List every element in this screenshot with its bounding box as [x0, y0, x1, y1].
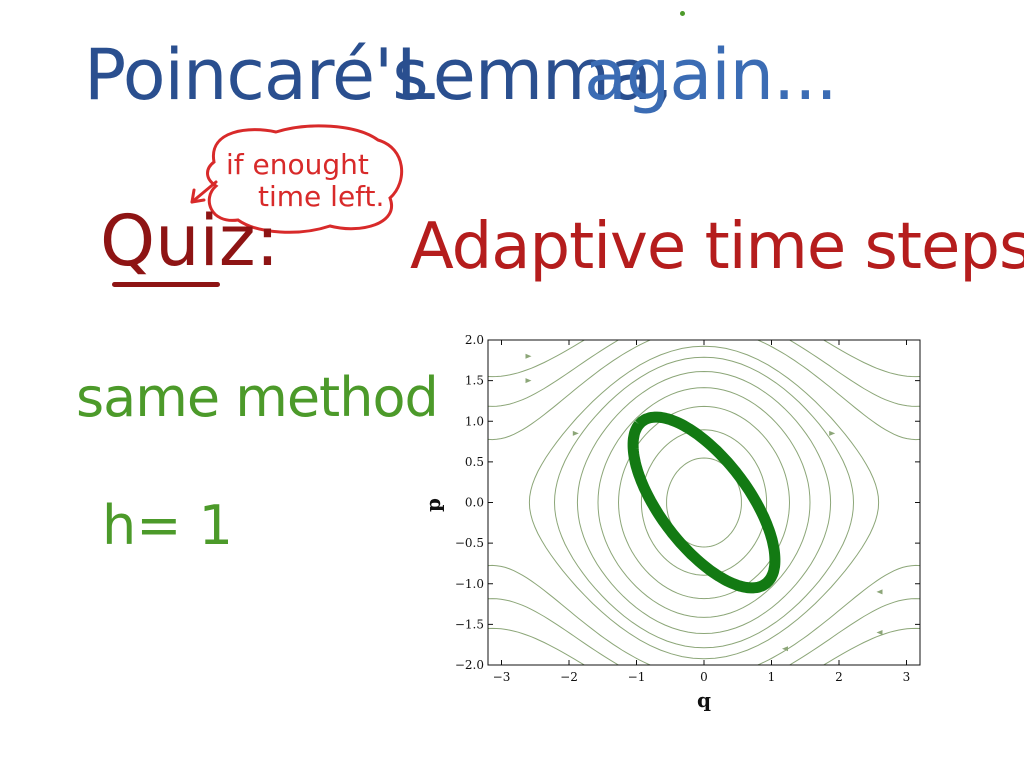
stream-arrow-1 — [525, 378, 532, 384]
stream-arrow-6 — [876, 589, 883, 595]
streamline-closed-6 — [528, 345, 880, 660]
orbit-path — [627, 411, 781, 594]
streamline-closed-5 — [553, 356, 854, 649]
y-tick-label: −2.0 — [455, 658, 484, 672]
streamline-open-2-bottom — [488, 627, 920, 665]
streamline-closed-1 — [640, 429, 768, 576]
streamline-closed-3 — [597, 387, 811, 618]
streamlines — [488, 340, 920, 665]
streamline-open-1-bottom — [488, 598, 920, 665]
step-size-label: h= 1 — [102, 494, 233, 557]
orbit-series — [627, 411, 781, 594]
stream-arrow-7 — [829, 430, 836, 436]
streamline-open-0-bottom — [488, 564, 920, 665]
y-tick-label: 1.5 — [465, 374, 484, 388]
x-tick-label: −3 — [493, 670, 511, 684]
title-part-3: again... — [584, 34, 838, 116]
quiz-underline — [112, 282, 220, 287]
streamline-closed-4 — [576, 370, 832, 635]
y-tick-label: −0.5 — [455, 536, 484, 550]
y-tick-label: 0.0 — [465, 496, 484, 510]
title-part-2: Lemma, — [396, 34, 673, 116]
x-tick-label: −1 — [628, 670, 646, 684]
note-line-2: time left. — [258, 180, 385, 213]
y-tick-label: −1.5 — [455, 617, 484, 631]
y-tick-label: 0.5 — [465, 455, 484, 469]
stream-arrow-2 — [572, 430, 579, 436]
axis-ticks: −3 −2 −1 0 1 2 3 −2.0 −1.5 −1.0 −0.5 0.0 0.5 1.0 1.5 2.… — [455, 333, 920, 684]
plot-frame — [487, 339, 921, 666]
streamline-open-2-top — [488, 340, 920, 378]
x-tick-label: 0 — [700, 670, 708, 684]
x-tick-label: 2 — [835, 670, 843, 684]
streamline-open-3-top — [488, 340, 920, 341]
y-tick-label: 1.0 — [465, 414, 484, 428]
stream-arrow-4 — [782, 646, 788, 652]
stream-arrow-0 — [525, 353, 532, 359]
streamline-open-1-top — [488, 340, 920, 407]
y-axis-label: p — [421, 498, 445, 512]
y-tick-label: −1.0 — [455, 577, 484, 591]
x-tick-label: 3 — [903, 670, 911, 684]
y-tick-label: 2.0 — [465, 333, 484, 347]
x-axis-label: q — [697, 688, 711, 712]
method-label: same method — [76, 366, 439, 429]
note-line-1: if enought — [226, 148, 369, 181]
stray-dot — [680, 11, 685, 16]
x-tick-label: 1 — [768, 670, 776, 684]
topic-title: Adaptive time steps — [410, 210, 1024, 284]
phase-plot: −3 −2 −1 0 1 2 3 −2.0 −1.5 −1.0 −0.5 0.0 0.5 1.0 1.5 2.… — [421, 333, 921, 712]
note-bubble — [190, 124, 404, 234]
streamline-open-0-top — [488, 340, 920, 441]
x-tick-label: −2 — [560, 670, 578, 684]
stream-arrow-5 — [876, 630, 883, 635]
quiz-label: Quiz: — [100, 200, 280, 282]
title-part-1: Poincaré's — [84, 34, 429, 116]
